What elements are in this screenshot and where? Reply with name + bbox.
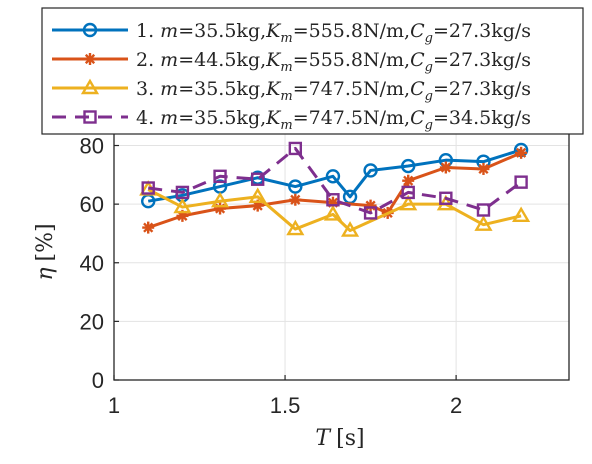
data-point	[439, 161, 452, 174]
legend-label: 3. m=35.5kg,Km=747.5N/m,Cg=27.3kg/s	[136, 78, 531, 104]
data-point	[286, 219, 305, 236]
data-point	[289, 193, 302, 206]
data-point	[439, 191, 453, 205]
series-line	[147, 151, 522, 230]
legend-marker	[82, 22, 98, 38]
data-point	[288, 179, 303, 194]
data-point	[325, 169, 341, 184]
data-point	[399, 194, 418, 211]
data-point	[477, 162, 490, 175]
data-point	[401, 158, 416, 174]
legend-label: 1. m=35.5kg,Km=555.8N/m,Cg=27.3kg/s	[136, 20, 531, 46]
data-point	[214, 202, 227, 215]
data-point	[363, 163, 378, 178]
legend-entry-1: 1. m=35.5kg,Km=555.8N/m,Cg=27.3kg/s	[52, 20, 531, 46]
y-tick-label: 20	[80, 309, 104, 334]
series-1	[141, 142, 529, 209]
data-point	[363, 206, 378, 220]
legend-label: 2. m=44.5kg,Km=555.8N/m,Cg=27.3kg/s	[136, 49, 531, 75]
x-axis-label: T [s]	[315, 426, 364, 451]
y-tick-label: 80	[80, 134, 104, 159]
legend-marker	[84, 53, 96, 65]
x-tick-label: 1	[108, 393, 120, 418]
data-point	[514, 175, 528, 189]
legend-entry-4: 4. m=35.5kg,Km=747.5N/m,Cg=34.5kg/s	[52, 107, 531, 133]
legend: 1. m=35.5kg,Km=555.8N/m,Cg=27.3kg/s 2. m=…	[41, 7, 584, 135]
series-4	[141, 141, 528, 220]
data-point	[402, 174, 415, 187]
legend-marker	[83, 110, 97, 124]
data-point	[175, 185, 190, 200]
y-tick-label: 40	[80, 251, 104, 276]
x-tick-label: 1.5	[270, 393, 301, 418]
y-axis-label: η[%]	[33, 223, 58, 280]
data-point	[141, 181, 155, 195]
x-tick-label: 2	[450, 393, 462, 418]
grid	[113, 125, 569, 381]
data-point	[340, 221, 360, 237]
axes-box	[113, 124, 570, 381]
data-point	[210, 191, 230, 208]
series-line	[147, 188, 522, 233]
data-point	[474, 215, 493, 231]
data-point	[326, 193, 340, 207]
y-tick-label: 60	[80, 192, 104, 217]
data-point	[248, 187, 267, 204]
legend-box	[41, 7, 584, 135]
legend-entry-3: 3. m=35.5kg,Km=747.5N/m,Cg=27.3kg/s	[52, 78, 531, 104]
data-point	[401, 185, 415, 200]
plot-series	[139, 141, 531, 237]
data-point	[213, 169, 227, 183]
legend-marker	[80, 78, 100, 95]
data-point	[288, 141, 303, 156]
data-point	[515, 146, 528, 159]
y-tick-label: 0	[92, 368, 104, 393]
data-point	[512, 206, 531, 223]
data-point	[173, 197, 192, 214]
data-point	[323, 205, 343, 221]
data-point	[364, 199, 377, 212]
data-point	[476, 203, 491, 217]
data-point	[142, 221, 155, 234]
legend-entry-2: 2. m=44.5kg,Km=555.8N/m,Cg=27.3kg/s	[52, 49, 531, 75]
legend-label: 4. m=35.5kg,Km=747.5N/m,Cg=34.5kg/s	[136, 107, 531, 133]
data-point	[250, 172, 265, 186]
